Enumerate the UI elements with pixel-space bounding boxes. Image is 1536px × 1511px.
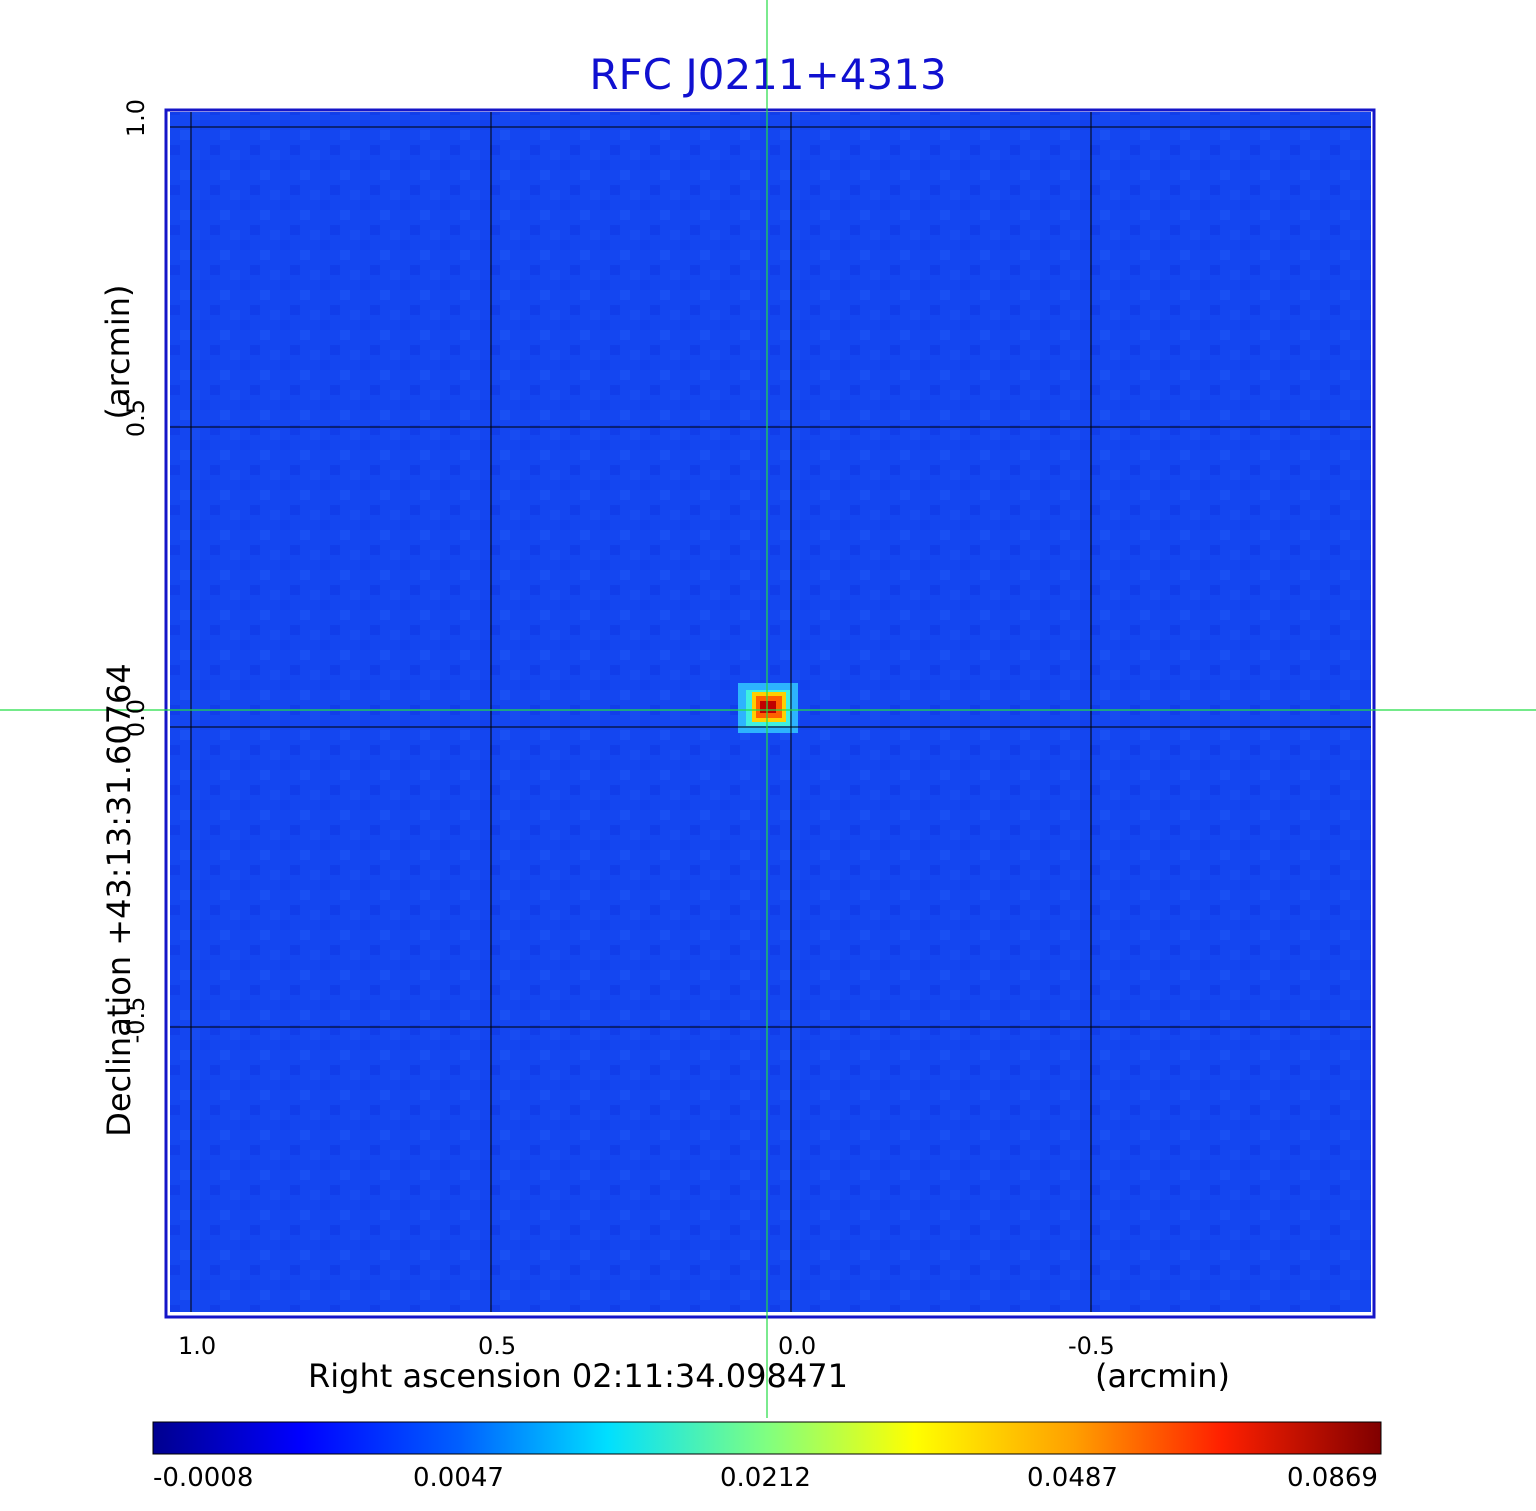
colorbar-tick-label: 0.0487 xyxy=(1027,1463,1118,1493)
x-axis-unit: (arcmin) xyxy=(1095,1357,1230,1395)
crosshair xyxy=(0,0,1536,1418)
map-frame xyxy=(164,108,1376,1319)
x-tick-label: 0.0 xyxy=(778,1332,817,1360)
colorbar-tick-label: -0.0008 xyxy=(153,1463,254,1493)
x-tick-label: 0.5 xyxy=(478,1332,517,1360)
map-title: RFC J0211+4313 xyxy=(589,50,947,99)
colorbar-tick-label: 0.0869 xyxy=(1287,1463,1378,1493)
colorbar-tick-label: 0.0047 xyxy=(413,1463,504,1493)
y-axis-label: Declination +43:13:31.60764 xyxy=(100,663,138,1137)
bright-source xyxy=(738,683,798,733)
colorbar-tick-label: 0.0212 xyxy=(720,1463,811,1493)
coordinate-grid xyxy=(170,112,1371,1312)
x-tick-label: 1.0 xyxy=(178,1332,217,1360)
colorbar xyxy=(152,1421,1382,1455)
x-axis-label: Right ascension 02:11:34.098471 xyxy=(308,1357,848,1395)
y-axis-unit: (arcmin) xyxy=(99,284,137,420)
y-tick-label: 1.0 xyxy=(122,98,150,138)
x-tick-label: -0.5 xyxy=(1068,1332,1115,1360)
